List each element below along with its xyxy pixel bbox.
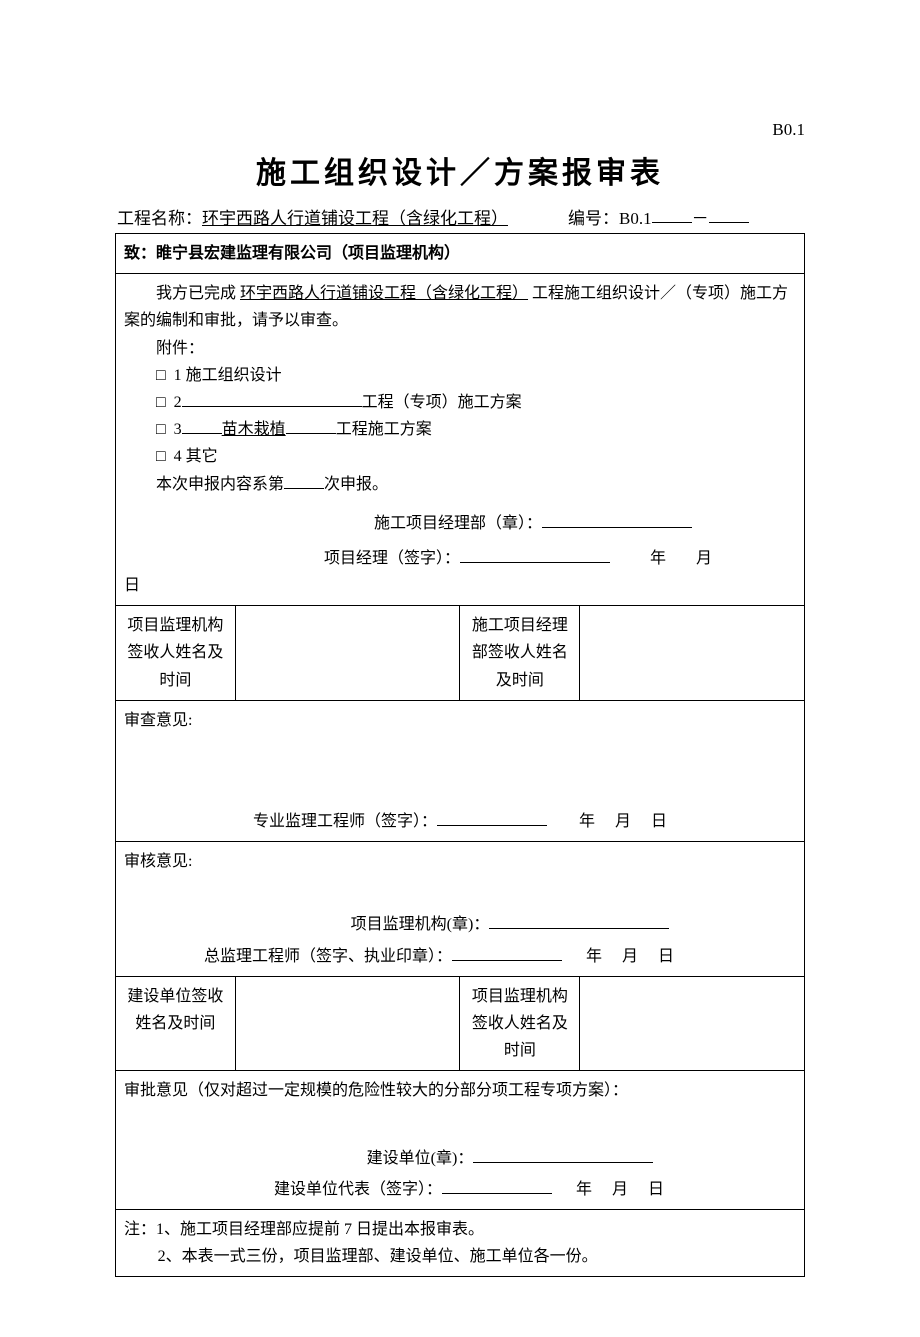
review3-stamp-blank[interactable] (473, 1145, 653, 1163)
r3-d: 日 (648, 1181, 664, 1198)
signrow1-v1[interactable] (235, 606, 460, 701)
submit-pre: 本次申报内容系第 (156, 476, 284, 493)
checkbox-3[interactable]: □ (156, 421, 166, 438)
review3-title: 审批意见（仅对超过一定规模的危险性较大的分部分项工程专项方案）： (124, 1077, 796, 1104)
review3-sig-blank[interactable] (442, 1176, 552, 1194)
addr-org: 睢宁县宏建监理有限公司（项目监理机构） (156, 245, 460, 262)
r3-y: 年 (576, 1181, 592, 1198)
header-line: 工程名称： 环宇西路人行道铺设工程（含绿化工程） 编号：B0.1 － (115, 204, 805, 229)
r3-m: 月 (612, 1181, 628, 1198)
signrow2-v1[interactable] (235, 976, 460, 1071)
stamp1-blank[interactable] (542, 510, 692, 528)
r1-d: 日 (651, 813, 667, 830)
review2-sig-blank[interactable] (452, 943, 562, 961)
review3-row: 审批意见（仅对超过一定规模的危险性较大的分部分项工程专项方案）： 建设单位(章)… (116, 1071, 805, 1210)
attach-3-blank1[interactable] (182, 417, 222, 435)
attach-3-blank2[interactable] (286, 417, 336, 435)
attach-4: 4 其它 (174, 448, 218, 465)
attach-3-post: 工程施工方案 (336, 421, 432, 438)
attach-1: 1 施工组织设计 (174, 367, 282, 384)
review2-stamp-blank[interactable] (489, 912, 669, 930)
review1-row: 审查意见: 专业监理工程师（签字）： 年 月 日 (116, 700, 805, 841)
checkbox-2[interactable]: □ (156, 394, 166, 411)
date-d1: 日 (124, 572, 796, 599)
note-1: 注：1、施工项目经理部应提前 7 日提出本报审表。 (124, 1216, 796, 1243)
r2-d: 日 (658, 948, 674, 965)
code-dash: － (692, 204, 709, 229)
attach-2-post: 工程（专项）施工方案 (362, 394, 522, 411)
signrow2-l2: 项目监理机构签收人姓名及时间 (460, 976, 580, 1071)
submit-post: 次申报。 (324, 476, 388, 493)
body-1b: 环宇西路人行道铺设工程（含绿化工程） (240, 285, 528, 302)
page-title: 施工组织设计／方案报审表 (115, 148, 805, 192)
review2-row: 审核意见: 项目监理机构(章)： 总监理工程师（签字、执业印章）： 年 月 日 (116, 842, 805, 977)
r2-m: 月 (622, 948, 638, 965)
r2-y: 年 (586, 948, 602, 965)
code-blank1[interactable] (652, 204, 692, 223)
sig1-blank[interactable] (460, 545, 610, 563)
corner-label: B0.1 (115, 120, 805, 140)
review2-sig: 总监理工程师（签字、执业印章）： (204, 948, 452, 965)
note-2: 2、本表一式三份，项目监理部、建设单位、施工单位各一份。 (124, 1243, 796, 1270)
date-y1: 年 (650, 545, 666, 572)
review2-title: 审核意见: (124, 848, 796, 875)
signrow1-l1: 项目监理机构签收人姓名及时间 (116, 606, 236, 701)
review1-sig-blank[interactable] (437, 808, 547, 826)
addressee-row: 致：睢宁县宏建监理有限公司（项目监理机构） (116, 234, 805, 274)
addr-prefix: 致： (124, 245, 156, 262)
submit-blank[interactable] (284, 471, 324, 489)
proj-label: 工程名称： (117, 204, 202, 229)
code-blank2[interactable] (709, 204, 749, 223)
attach-2-pre: 2 (174, 394, 182, 411)
code-label: 编号：B0.1 (568, 204, 652, 229)
proj-name: 环宇西路人行道铺设工程（含绿化工程） (202, 204, 508, 229)
signrow2-v2[interactable] (580, 976, 805, 1071)
r1-m: 月 (615, 813, 631, 830)
notes-row: 注：1、施工项目经理部应提前 7 日提出本报审表。 2、本表一式三份，项目监理部… (116, 1209, 805, 1276)
body-1a: 我方已完成 (156, 285, 236, 302)
review1-sig: 专业监理工程师（签字）： (253, 813, 437, 830)
body-row: 我方已完成 环宇西路人行道铺设工程（含绿化工程） 工程施工组织设计／（专项）施工… (116, 274, 805, 606)
signrow2-l1: 建设单位签收姓名及时间 (116, 976, 236, 1071)
attach-label: 附件： (124, 335, 796, 362)
r1-y: 年 (579, 813, 595, 830)
checkbox-1[interactable]: □ (156, 367, 166, 384)
review1-title: 审查意见: (124, 707, 796, 734)
checkbox-4[interactable]: □ (156, 448, 166, 465)
signrow1-v2[interactable] (580, 606, 805, 701)
date-m1: 月 (696, 545, 712, 572)
stamp1-label: 施工项目经理部（章）： (374, 515, 542, 532)
attach-3-mid: 苗木栽植 (222, 421, 286, 438)
review3-stamp: 建设单位(章)： (367, 1150, 474, 1167)
attach-3-pre: 3 (174, 421, 182, 438)
review3-sig: 建设单位代表（签字）： (274, 1181, 442, 1198)
signrow1-l2: 施工项目经理部签收人姓名及时间 (460, 606, 580, 701)
sign-row-1: 项目监理机构签收人姓名及时间 施工项目经理部签收人姓名及时间 (116, 606, 805, 701)
sign-row-2: 建设单位签收姓名及时间 项目监理机构签收人姓名及时间 (116, 976, 805, 1071)
review2-stamp: 项目监理机构(章)： (351, 916, 490, 933)
main-table: 致：睢宁县宏建监理有限公司（项目监理机构） 我方已完成 环宇西路人行道铺设工程（… (115, 233, 805, 1277)
attach-2-blank[interactable] (182, 389, 362, 407)
sig1-label: 项目经理（签字）： (324, 545, 460, 572)
